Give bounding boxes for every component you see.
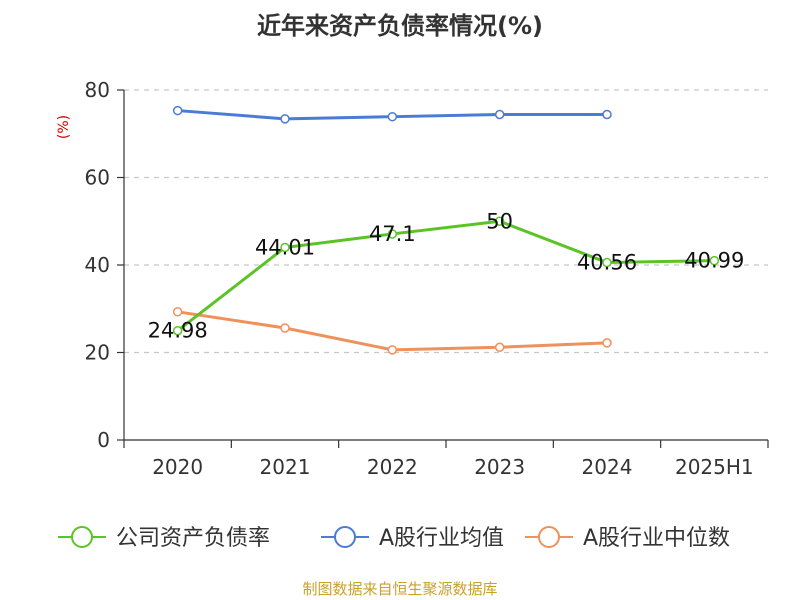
data-point[interactable] [709, 255, 720, 266]
data-label: 40.56 [577, 251, 637, 275]
data-point[interactable] [602, 109, 612, 120]
data-label: 44.01 [255, 235, 315, 259]
source-note: 制图数据来自恒生聚源数据库 [302, 580, 498, 598]
data-point[interactable] [387, 345, 398, 355]
chart-title: 近年来资产负债率情况(%) [257, 12, 543, 40]
x-tick-label-2023: 2023 [474, 455, 525, 479]
data-label: 50 [486, 209, 513, 233]
x-tick-label-2022: 2022 [367, 455, 418, 479]
data-point[interactable] [280, 242, 290, 253]
x-tick-label-2021: 2021 [260, 455, 311, 479]
legend-swatch-circle [334, 526, 356, 548]
data-point[interactable] [602, 338, 612, 348]
data-label: 47.1 [369, 222, 416, 246]
data-point[interactable] [280, 114, 290, 124]
x-tick-label-2024: 2024 [582, 455, 633, 479]
series-layer [172, 105, 720, 355]
y-tick-label-80: 80 [85, 78, 110, 102]
legend-swatch-circle [538, 526, 560, 548]
y-tick-label-20: 20 [85, 341, 110, 365]
data-point[interactable] [172, 307, 183, 317]
data-point[interactable] [602, 257, 612, 268]
data-point[interactable] [387, 229, 398, 239]
data-labels: 24.98 44.01 47.1 50 40.56 40.99 [148, 209, 745, 342]
data-point[interactable] [387, 111, 398, 122]
data-point[interactable] [494, 342, 505, 352]
legend-item-2[interactable]: A股行业均值 [321, 526, 504, 551]
data-point[interactable] [172, 325, 183, 336]
y-axis-label: (%) [56, 115, 72, 139]
data-point[interactable] [494, 216, 505, 226]
data-point[interactable] [494, 109, 505, 120]
legend[interactable]: 公司资产负债率 A股行业均值 A股行业中位数 [58, 526, 730, 551]
legend-label: A股行业均值 [379, 526, 504, 551]
legend-item-1[interactable]: 公司资产负债率 [58, 526, 270, 551]
series-line-1 [176, 219, 715, 332]
x-tick-label-2020: 2020 [152, 455, 203, 479]
y-tick-label-60: 60 [85, 166, 110, 190]
data-label: 40.99 [684, 249, 744, 273]
data-label: 24.98 [148, 319, 208, 343]
gridlines [124, 89, 768, 354]
x-tick-label-2025H1: 2025H1 [675, 455, 754, 479]
y-tick-label-0: 0 [97, 428, 110, 452]
y-tick-label-40: 40 [85, 253, 110, 277]
legend-label: A股行业中位数 [583, 526, 730, 551]
data-point[interactable] [172, 105, 183, 116]
axes: 0 20 40 60 80 (%) 2020 2021 2022 2023 2024 2025H1 [56, 78, 769, 479]
legend-label: 公司资产负债率 [116, 526, 270, 551]
data-point[interactable] [280, 323, 290, 333]
legend-item-3[interactable]: A股行业中位数 [525, 526, 730, 551]
legend-swatch-circle [71, 526, 93, 548]
series-line-3 [177, 310, 608, 352]
